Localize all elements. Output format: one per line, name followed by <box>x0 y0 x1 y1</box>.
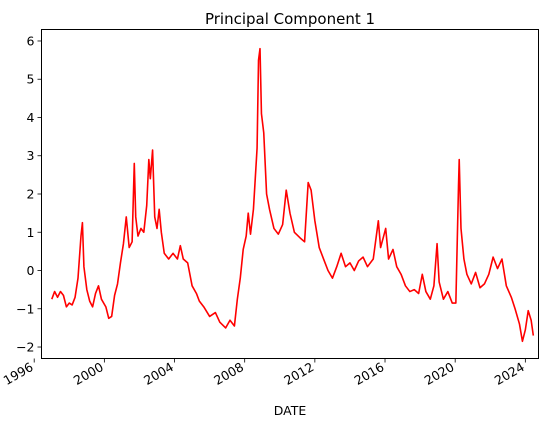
y-axis-ticks: −2 −1 0 1 2 3 4 5 6 <box>16 33 42 355</box>
y-tick-label-4: 2 <box>27 187 35 202</box>
y-tick-label-8: 6 <box>27 33 35 48</box>
chart-title: Principal Component 1 <box>205 10 375 28</box>
y-tick-label-1: −1 <box>16 301 34 316</box>
y-tick-label-7: 5 <box>27 72 35 87</box>
y-tick-label-2: 0 <box>27 263 35 278</box>
series-layer <box>51 47 535 343</box>
y-tick-label-0: −2 <box>16 340 34 355</box>
y-tick-label-6: 4 <box>27 110 35 125</box>
series-line-0 <box>51 47 535 343</box>
y-tick-label-5: 3 <box>27 148 35 163</box>
x-axis-label: DATE <box>274 403 307 418</box>
y-tick-label-3: 1 <box>27 225 35 240</box>
